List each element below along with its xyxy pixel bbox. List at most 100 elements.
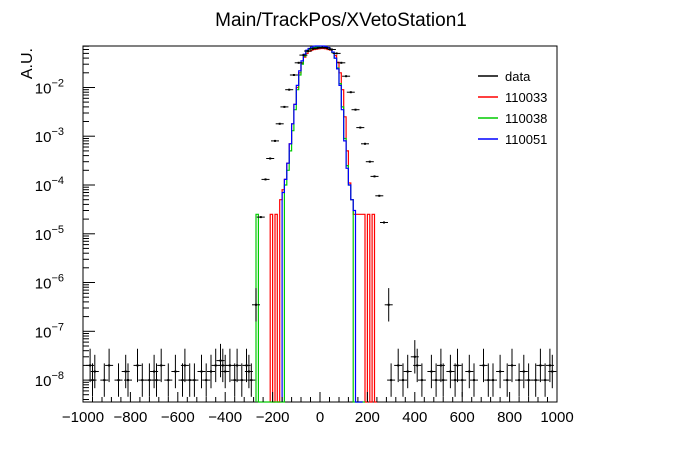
data-point (508, 348, 516, 383)
legend-entry-110038: 110038 (478, 111, 547, 126)
data-point (299, 54, 308, 57)
y-tick-label: 10−2 (35, 78, 64, 98)
x-tick-label: 1000 (540, 409, 573, 426)
legend-label: 110033 (505, 90, 547, 105)
data-point (536, 348, 545, 383)
data-point (285, 88, 294, 91)
plot-frame (82, 45, 558, 403)
data-point (453, 348, 462, 383)
data-point (489, 363, 497, 397)
data-point (261, 178, 270, 181)
data-point (289, 74, 298, 76)
x-tick-label: −1000 (62, 409, 104, 426)
data-point (439, 363, 448, 397)
data-point (399, 363, 407, 397)
data-point (413, 348, 422, 383)
x-tick-label: −200 (256, 409, 290, 426)
data-points-layer (86, 46, 557, 397)
data-point (318, 46, 327, 49)
data-point (124, 363, 132, 397)
data-point (105, 348, 114, 383)
x-tick-label: 0 (316, 409, 324, 426)
y-tick-label: 10−3 (35, 126, 64, 146)
data-point (157, 348, 166, 383)
legend-entry-data: data (478, 69, 531, 84)
data-point (323, 47, 332, 50)
data-point (221, 354, 230, 389)
data-point (361, 142, 369, 145)
data-point (266, 157, 275, 160)
legend-label: 110038 (505, 111, 547, 126)
data-point (356, 126, 365, 129)
data-point (202, 363, 211, 397)
data-point (197, 354, 206, 389)
data-point (351, 108, 360, 111)
data-point (180, 348, 189, 383)
data-point (427, 354, 436, 389)
data-point (387, 363, 396, 397)
data-point (365, 160, 374, 163)
data-point (152, 363, 161, 397)
legend: data 110033 110038 110051 (478, 69, 547, 147)
data-point (190, 363, 199, 397)
data-point (346, 91, 355, 94)
data-point (548, 354, 557, 389)
data-point (164, 363, 173, 397)
data-point (337, 61, 346, 64)
histogram-layer (255, 45, 377, 403)
data-point (90, 354, 99, 389)
data-point (519, 354, 528, 389)
data-point (233, 348, 242, 383)
legend-entry-110033: 110033 (478, 90, 547, 105)
y-tick-label: 10−8 (35, 370, 64, 390)
data-point (515, 363, 524, 397)
data-point (237, 363, 246, 397)
axes-layer: −1000 −800 −600 −400 −200 0 200 400 600 800 1000 10… (35, 45, 574, 426)
data-point (304, 50, 313, 52)
data-point (247, 363, 256, 397)
data-point (327, 48, 336, 51)
data-point (394, 348, 403, 383)
x-tick-label: 400 (402, 409, 427, 426)
data-point (432, 363, 441, 397)
data-point (133, 348, 142, 383)
data-point (332, 52, 341, 55)
y-tick-label: 10−6 (35, 273, 64, 293)
data-point (271, 139, 279, 142)
y-axis-label: A.U. (19, 48, 36, 79)
x-tick-label: −600 (161, 409, 195, 426)
data-point (417, 363, 426, 397)
data-point (138, 363, 147, 397)
data-point (503, 363, 512, 397)
x-tick-label: 200 (355, 409, 380, 426)
data-point (294, 61, 303, 64)
data-point (496, 354, 505, 389)
x-tick-label: 800 (497, 409, 522, 426)
data-point (524, 363, 533, 397)
data-point (114, 363, 123, 397)
legend-label: data (505, 69, 531, 84)
legend-label: 110051 (505, 132, 547, 147)
data-point (207, 354, 215, 389)
y-tick-label: 10−5 (35, 224, 64, 244)
data-point (446, 354, 455, 389)
data-point (375, 194, 384, 197)
histogram-110051 (281, 45, 363, 403)
data-point (370, 175, 379, 178)
data-point (479, 348, 488, 383)
data-point (470, 363, 478, 397)
x-tick-label: −800 (114, 409, 148, 426)
data-point (531, 363, 540, 397)
data-point (225, 348, 234, 383)
data-point (171, 354, 180, 389)
data-point (458, 363, 467, 397)
data-point (541, 363, 550, 397)
data-point (280, 105, 289, 108)
data-point (211, 348, 220, 383)
data-point (380, 221, 388, 224)
data-point (275, 122, 284, 125)
data-point (252, 288, 260, 322)
legend-entry-110051: 110051 (478, 132, 547, 147)
data-point (100, 363, 109, 397)
